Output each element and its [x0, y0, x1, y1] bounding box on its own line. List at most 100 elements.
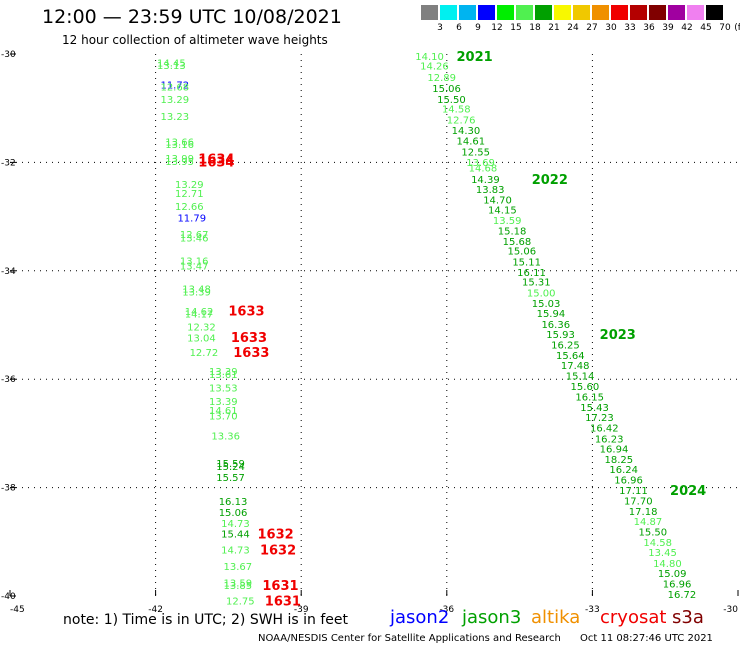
scale-label: 3 — [437, 23, 443, 33]
scale-label: 18 — [529, 23, 541, 33]
legend-cryosat: cryosat — [600, 607, 667, 628]
scale-label: 9 — [475, 23, 481, 33]
scale-label: 6 — [456, 23, 462, 33]
legend-s3a: s3a — [672, 607, 704, 628]
swh-value: 14.80 — [653, 559, 682, 570]
lat-label: -40 — [1, 592, 16, 602]
lon-label: -36 — [439, 605, 454, 615]
swh-value: 15.06 — [219, 508, 248, 519]
credit-text: NOAA/NESDIS Center for Satellite Applica… — [258, 633, 561, 644]
swh-value: 16.25 — [551, 341, 580, 352]
swh-value: 13.13 — [157, 61, 186, 72]
swh-value: 15.31 — [522, 278, 551, 289]
swh-value: 15.59 — [216, 459, 245, 470]
swh-value: 14.68 — [469, 163, 498, 174]
swh-value: 16.42 — [590, 423, 619, 434]
swh-value: 16.11 — [517, 268, 546, 279]
swh-value: 13.36 — [211, 432, 240, 443]
swh-value: 15.09 — [658, 569, 687, 580]
swh-value: 15.64 — [556, 351, 585, 362]
swh-value: 15.57 — [216, 473, 245, 484]
swh-value: 17.11 — [619, 486, 648, 497]
swh-value: 13.04 — [187, 333, 216, 344]
swh-value: 15.06 — [432, 84, 461, 95]
legend-jason2: jason2 — [390, 607, 450, 628]
swh-value: 15.43 — [580, 403, 609, 414]
swh-value: 13.69 — [466, 158, 495, 169]
swh-value: 14.61 — [457, 137, 486, 148]
swh-value: 12.75 — [226, 596, 255, 607]
swh-value: 16.15 — [575, 393, 604, 404]
swh-value: 13.16 — [165, 140, 194, 151]
timestamp: Oct 11 08:27:46 UTC 2021 — [580, 633, 713, 644]
swh-value: 15.03 — [532, 299, 561, 310]
scale-swatch — [516, 5, 533, 20]
scale-label: 12 — [491, 23, 503, 33]
scale-swatch — [649, 5, 666, 20]
scale-label: 39 — [662, 23, 674, 33]
scale-label: 42 — [681, 23, 693, 33]
swh-value: 16.72 — [668, 590, 697, 601]
lat-label: -38 — [1, 484, 16, 494]
swh-value: 14.70 — [483, 195, 512, 206]
swh-value: 13.61 — [209, 370, 238, 381]
track-cycle-label: 1634 — [198, 155, 234, 170]
swh-value: 16.13 — [219, 497, 248, 508]
swh-value: 15.50 — [639, 528, 668, 539]
swh-value: 17.23 — [585, 413, 614, 424]
swh-value: 15.50 — [437, 95, 466, 106]
scale-label: 24 — [567, 23, 579, 33]
scale-swatch — [630, 5, 647, 20]
swh-value: 14.45 — [157, 59, 186, 70]
swh-value: 15.06 — [507, 247, 536, 258]
swh-value: 14.73 — [221, 519, 250, 530]
swh-value: 14.61 — [209, 406, 238, 417]
footer-note: note: 1) Time is in UTC; 2) SWH is in fe… — [63, 612, 349, 628]
legend-jason3: jason3 — [462, 607, 522, 628]
scale-swatch — [573, 5, 590, 20]
swh-value: 15.60 — [571, 382, 600, 393]
swh-value: 14.30 — [452, 126, 481, 137]
swh-value: 15.44 — [221, 530, 250, 541]
swh-value: 12.66 — [175, 202, 204, 213]
swh-value: 17.70 — [624, 497, 653, 508]
swh-value: 13.85 — [224, 581, 253, 592]
scale-unit: (ft) — [734, 23, 740, 33]
swh-value: 14.58 — [442, 105, 471, 116]
swh-value: 14.73 — [221, 545, 250, 556]
lon-label: -45 — [10, 605, 25, 615]
swh-value: 13.83 — [476, 185, 505, 196]
swh-value: 12.71 — [175, 189, 204, 200]
swh-value: 12.89 — [427, 73, 456, 84]
page-title: 12:00 — 23:59 UTC 10/08/2021 — [42, 6, 342, 28]
scale-swatch — [668, 5, 685, 20]
scale-swatch — [687, 5, 704, 20]
swh-value: 14.87 — [634, 517, 663, 528]
lon-label: -42 — [148, 605, 163, 615]
track-cycle-label: 2021 — [457, 50, 493, 65]
scale-swatch — [611, 5, 628, 20]
page-subtitle: 12 hour collection of altimeter wave hei… — [62, 33, 328, 47]
swh-value: 15.94 — [537, 309, 566, 320]
swh-value: 15.24 — [216, 462, 245, 473]
lat-label: -36 — [1, 375, 16, 385]
scale-swatch — [497, 5, 514, 20]
swh-value: 13.29 — [160, 95, 189, 106]
swh-value: 13.95 — [165, 157, 194, 168]
swh-value: 12.68 — [160, 83, 189, 94]
legend-altika: altika — [531, 607, 581, 628]
swh-value: 13.16 — [180, 257, 209, 268]
scale-label: 45 — [700, 23, 712, 33]
lon-label: -30 — [723, 605, 738, 615]
swh-value: 16.23 — [595, 434, 624, 445]
swh-value: 13.70 — [209, 412, 238, 423]
swh-value: 12.32 — [187, 323, 216, 334]
swh-value: 12.67 — [180, 230, 209, 241]
lat-label: -34 — [1, 267, 16, 277]
swh-value: 12.76 — [447, 116, 476, 127]
swh-value: 11.79 — [177, 214, 206, 225]
swh-value: 14.15 — [488, 206, 517, 217]
swh-value: 18.25 — [605, 455, 634, 466]
swh-value: 11.72 — [160, 80, 189, 91]
